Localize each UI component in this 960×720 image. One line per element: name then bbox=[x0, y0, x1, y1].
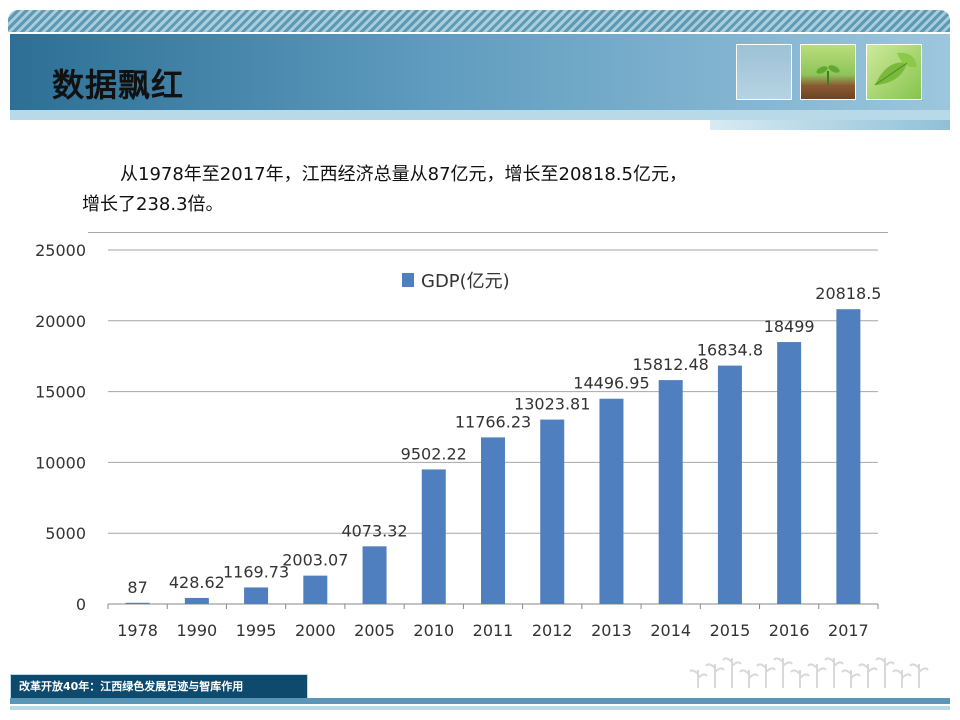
bar bbox=[421, 469, 446, 604]
sprout-leaves bbox=[858, 663, 878, 673]
data-label: 1169.73 bbox=[223, 562, 289, 581]
x-axis-ticks: 1978 1990 1995 2000 2005 2010 2011 2012 2013 2014… bbox=[107, 604, 879, 640]
bar bbox=[599, 398, 624, 604]
footer-label: 改革开放40年：江西绿色发展足迹与智库作用 bbox=[10, 674, 308, 700]
title-band bbox=[10, 34, 950, 110]
legend-swatch bbox=[402, 273, 414, 287]
picture-plain-thumbnail bbox=[736, 44, 792, 100]
bar bbox=[125, 602, 150, 604]
sprout-row-decoration bbox=[690, 657, 929, 688]
x-tick-label: 2014 bbox=[650, 621, 691, 640]
sprout-leaves bbox=[739, 669, 759, 679]
footer-line bbox=[10, 698, 950, 704]
x-tick-label: 2000 bbox=[295, 621, 336, 640]
data-label: 428.62 bbox=[169, 573, 225, 592]
title-band-accent bbox=[10, 110, 950, 120]
data-label: 4073.32 bbox=[341, 521, 407, 540]
sprout-leaves bbox=[773, 657, 793, 667]
bar bbox=[184, 597, 209, 604]
sprout-leaves bbox=[824, 657, 844, 667]
intro-text: 从1978年至2017年，江西经济总量从87亿元，增长至20818.5亿元， 增… bbox=[82, 160, 862, 220]
y-tick-label: 0 bbox=[76, 595, 86, 614]
data-label: 18499 bbox=[764, 317, 815, 336]
y-tick-label: 20000 bbox=[35, 312, 86, 331]
data-label: 15812.48 bbox=[633, 355, 709, 374]
y-tick-label: 10000 bbox=[35, 453, 86, 472]
sprout-leaves bbox=[690, 669, 708, 679]
bar bbox=[777, 342, 802, 604]
leaf-icon bbox=[874, 52, 917, 86]
bar bbox=[836, 309, 861, 604]
x-tick-label: 2015 bbox=[710, 621, 751, 640]
data-label: 9502.22 bbox=[401, 444, 467, 463]
y-tick-label: 15000 bbox=[35, 383, 86, 402]
bar bbox=[362, 546, 387, 604]
x-tick-label: 1990 bbox=[176, 621, 217, 640]
x-tick-label: 2012 bbox=[532, 621, 573, 640]
x-tick-label: 1995 bbox=[236, 621, 277, 640]
intro-line-1: 从1978年至2017年，江西经济总量从87亿元，增长至20818.5亿元， bbox=[120, 164, 687, 185]
bar bbox=[540, 419, 565, 604]
data-label: 14496.95 bbox=[573, 374, 649, 393]
page-title: 数据飘红 bbox=[52, 66, 185, 104]
x-tick-label: 1978 bbox=[117, 621, 158, 640]
sprout-leaves bbox=[909, 663, 929, 673]
data-label: 16834.8 bbox=[697, 341, 763, 360]
sprout-thumbnail bbox=[800, 44, 856, 100]
sprout-leaves bbox=[722, 657, 742, 667]
sprout-leaves bbox=[790, 669, 810, 679]
sprout-leaves bbox=[807, 663, 827, 673]
sprout-leaves bbox=[892, 669, 912, 679]
x-tick-label: 2005 bbox=[354, 621, 395, 640]
bar bbox=[244, 587, 269, 604]
y-tick-label: 5000 bbox=[45, 524, 86, 543]
x-tick-label: 2017 bbox=[828, 621, 869, 640]
data-label: 2003.07 bbox=[282, 551, 348, 570]
header-stripe bbox=[8, 10, 950, 32]
x-tick-label: 2016 bbox=[769, 621, 810, 640]
bar bbox=[303, 575, 328, 604]
bar bbox=[717, 365, 742, 604]
sprout-leaves bbox=[875, 657, 895, 667]
title-band-accent-right bbox=[710, 120, 950, 130]
x-tick-label: 2013 bbox=[591, 621, 632, 640]
legend-label: GDP(亿元) bbox=[421, 271, 510, 292]
sprout-leaves bbox=[841, 669, 861, 679]
data-label: 20818.5 bbox=[815, 284, 881, 303]
legend: GDP(亿元) bbox=[402, 271, 510, 292]
bars bbox=[125, 309, 861, 604]
intro-line-2: 增长了238.3倍。 bbox=[82, 194, 224, 215]
sprout-leaves bbox=[705, 663, 725, 673]
footer-line-light bbox=[10, 706, 950, 710]
y-axis-ticks: 0 5000 10000 15000 20000 25000 bbox=[35, 241, 86, 614]
x-tick-label: 2011 bbox=[473, 621, 514, 640]
chart-top-border bbox=[88, 232, 888, 233]
data-label: 87 bbox=[127, 578, 147, 597]
leaf-thumbnail bbox=[866, 44, 922, 100]
sprout-icon bbox=[816, 65, 840, 85]
x-tick-label: 2010 bbox=[413, 621, 454, 640]
data-label: 11766.23 bbox=[455, 412, 531, 431]
data-label: 13023.81 bbox=[514, 395, 590, 414]
y-tick-label: 25000 bbox=[35, 241, 86, 260]
bar bbox=[658, 380, 683, 604]
sprout-leaves bbox=[756, 663, 776, 673]
bar bbox=[481, 437, 505, 604]
